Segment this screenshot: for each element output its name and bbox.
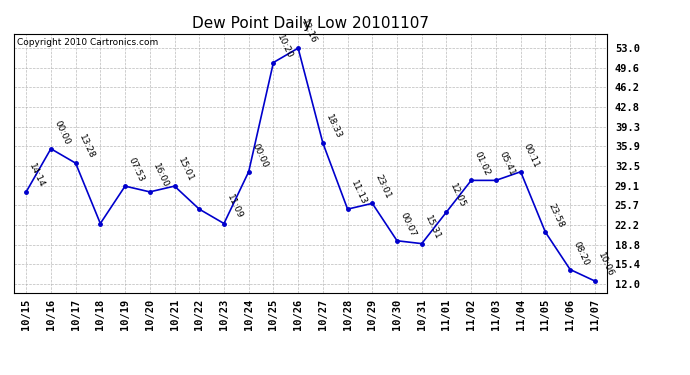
Text: 00:00: 00:00	[52, 119, 71, 146]
Text: 00:11: 00:11	[522, 142, 541, 169]
Text: 00:00: 00:00	[250, 142, 269, 169]
Text: 12:05: 12:05	[448, 182, 467, 209]
Text: 12:16: 12:16	[299, 18, 319, 45]
Text: 11:09: 11:09	[226, 194, 244, 221]
Text: 14:14: 14:14	[28, 162, 46, 189]
Text: 10:06: 10:06	[596, 251, 615, 278]
Text: 13:28: 13:28	[77, 133, 96, 160]
Text: 23:58: 23:58	[546, 202, 566, 229]
Text: 10:20: 10:20	[275, 33, 294, 60]
Text: 05:41: 05:41	[497, 150, 516, 178]
Text: 23:01: 23:01	[374, 174, 393, 201]
Text: 16:00: 16:00	[151, 162, 170, 189]
Text: 15:01: 15:01	[176, 156, 195, 183]
Text: 01:02: 01:02	[473, 150, 492, 178]
Text: 18:33: 18:33	[324, 113, 344, 140]
Title: Dew Point Daily Low 20101107: Dew Point Daily Low 20101107	[192, 16, 429, 31]
Text: 00:07: 00:07	[398, 211, 417, 238]
Text: 11:13: 11:13	[349, 179, 368, 206]
Text: 07:53: 07:53	[126, 156, 146, 183]
Text: 15:31: 15:31	[423, 214, 442, 241]
Text: Copyright 2010 Cartronics.com: Copyright 2010 Cartronics.com	[17, 38, 158, 46]
Text: 08:20: 08:20	[571, 240, 591, 267]
